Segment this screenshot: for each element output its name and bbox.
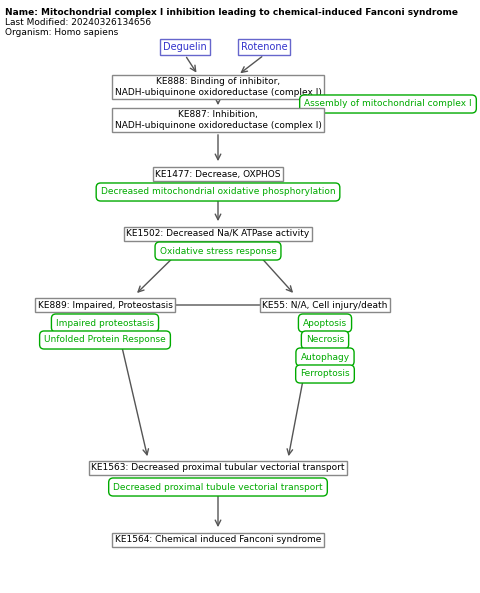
Text: KE1563: Decreased proximal tubular vectorial transport: KE1563: Decreased proximal tubular vecto…: [91, 464, 345, 473]
Text: KE55: N/A, Cell injury/death: KE55: N/A, Cell injury/death: [262, 301, 388, 310]
Text: Ferroptosis: Ferroptosis: [300, 369, 350, 378]
Text: Necrosis: Necrosis: [306, 336, 344, 345]
Text: Deguelin: Deguelin: [163, 42, 207, 52]
Text: Name: Mitochondrial complex I inhibition leading to chemical-induced Fanconi syn: Name: Mitochondrial complex I inhibition…: [5, 8, 458, 17]
Text: Decreased proximal tubule vectorial transport: Decreased proximal tubule vectorial tran…: [113, 483, 323, 492]
Text: KE887: Inhibition,
NADH-ubiquinone oxidoreductase (complex I): KE887: Inhibition, NADH-ubiquinone oxido…: [115, 110, 322, 130]
Text: KE1502: Decreased Na/K ATPase activity: KE1502: Decreased Na/K ATPase activity: [126, 229, 310, 238]
Text: Decreased mitochondrial oxidative phosphorylation: Decreased mitochondrial oxidative phosph…: [101, 187, 336, 196]
Text: Impaired proteostasis: Impaired proteostasis: [56, 318, 154, 327]
Text: Oxidative stress response: Oxidative stress response: [159, 247, 276, 256]
Text: Unfolded Protein Response: Unfolded Protein Response: [44, 336, 166, 345]
Text: KE1477: Decrease, OXPHOS: KE1477: Decrease, OXPHOS: [155, 170, 281, 178]
Text: Rotenone: Rotenone: [240, 42, 288, 52]
Text: Autophagy: Autophagy: [300, 352, 349, 362]
Text: Last Modified: 20240326134656: Last Modified: 20240326134656: [5, 18, 151, 27]
Text: Assembly of mitochondrial complex I: Assembly of mitochondrial complex I: [304, 100, 472, 109]
Text: KE888: Binding of inhibitor,
NADH-ubiquinone oxidoreductase (complex I): KE888: Binding of inhibitor, NADH-ubiqui…: [115, 77, 322, 97]
Text: Apoptosis: Apoptosis: [303, 318, 347, 327]
Text: Organism: Homo sapiens: Organism: Homo sapiens: [5, 28, 118, 37]
Text: KE1564: Chemical induced Fanconi syndrome: KE1564: Chemical induced Fanconi syndrom…: [115, 535, 321, 544]
Text: KE889: Impaired, Proteostasis: KE889: Impaired, Proteostasis: [37, 301, 172, 310]
